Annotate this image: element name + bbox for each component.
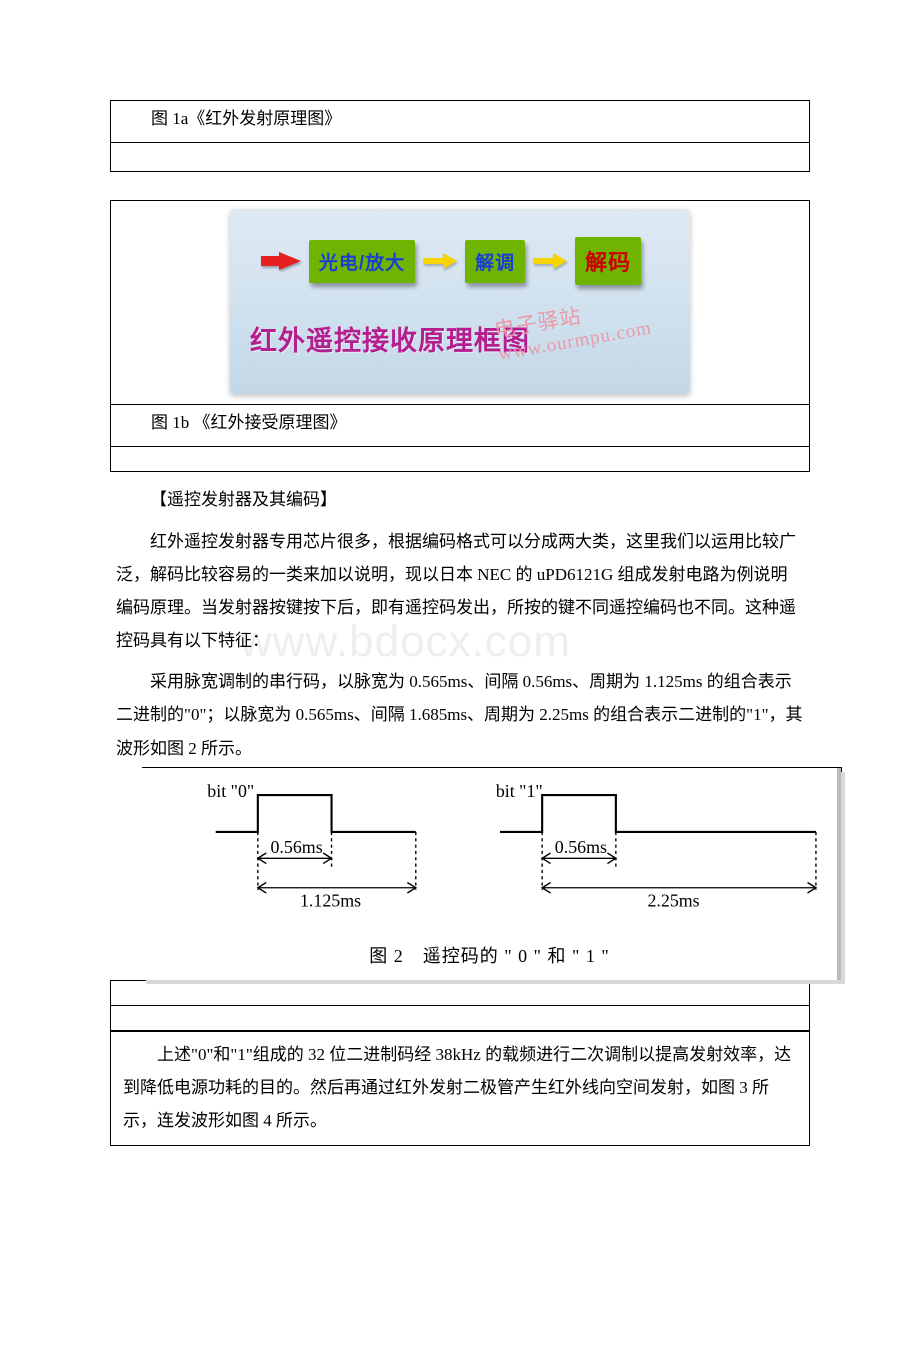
fig2-bit0-period: 1.125ms	[300, 890, 361, 910]
fig1b-caption: 图 1b 《红外接受原理图》	[151, 413, 347, 432]
fig1b-box-1: 光电/放大	[309, 240, 415, 283]
fig2-diagram: bit "0" 0.56ms 1.125ms	[142, 768, 841, 980]
fig1a-caption: 图 1a《红外发射原理图》	[151, 109, 341, 128]
fig1b-cell: 光电/放大 解调 解码 红外遥控接收原理框图 电子驿站 www.ourmpu.c…	[111, 201, 809, 404]
gap-between-tables	[110, 172, 810, 200]
fig2-bit1-label: bit "1"	[496, 781, 543, 801]
paragraph-2: 采用脉宽调制的串行码，以脉宽为 0.565ms、间隔 0.56ms、周期为 1.…	[114, 665, 806, 764]
section-heading: 【遥控发射器及其编码】	[110, 478, 810, 518]
content-frame: 图 1a《红外发射原理图》	[110, 100, 810, 172]
fig1b-box-2: 解调	[465, 240, 525, 283]
fig1a-caption-cell: 图 1a《红外发射原理图》	[111, 100, 809, 142]
fig1b-box-3: 解码	[575, 237, 641, 285]
fig2-bit1-pulse: 0.56ms	[555, 837, 607, 857]
spacer-row-1	[111, 142, 809, 171]
fig1b-diagram: 光电/放大 解调 解码 红外遥控接收原理框图 电子驿站 www.ourmpu.c…	[230, 209, 690, 394]
arrow-yellow-icon	[533, 253, 567, 269]
document-page: 图 1a《红外发射原理图》 光电/放大 解调 解码 红外遥控接收原理框图	[0, 0, 920, 1366]
fig1b-watermark-url: 电子驿站 www.ourmpu.com	[491, 288, 653, 366]
content-frame-5: 上述"0"和"1"组成的 32 位二进制码经 38kHz 的载频进行二次调制以提…	[110, 1031, 810, 1146]
fig2-wrap: bit "0" 0.56ms 1.125ms	[142, 768, 841, 980]
fig2-bit0-pulse: 0.56ms	[270, 837, 322, 857]
fig1b-wrap: 光电/放大 解调 解码 红外遥控接收原理框图 电子驿站 www.ourmpu.c…	[111, 201, 809, 404]
fig2-bit1-period: 2.25ms	[647, 890, 699, 910]
fig1b-title: 红外遥控接收原理框图	[250, 319, 530, 358]
fig2-cell: bit "0" 0.56ms 1.125ms	[142, 768, 841, 980]
fig1b-caption-cell: 图 1b 《红外接受原理图》	[111, 404, 809, 446]
paragraph-1: 红外遥控发射器专用芯片很多，根据编码格式可以分成两大类，这里我们以运用比较广泛，…	[114, 525, 806, 658]
spacer-row-3	[111, 980, 809, 1005]
fig1b-flow-row: 光电/放大 解调 解码	[230, 237, 690, 285]
fig2-svg: bit "0" 0.56ms 1.125ms	[142, 768, 837, 938]
arrow-yellow-icon	[423, 253, 457, 269]
content-frame-3: bit "0" 0.56ms 1.125ms	[142, 767, 842, 980]
spacer-row-4	[111, 1005, 809, 1030]
paragraph-3: 上述"0"和"1"组成的 32 位二进制码经 38kHz 的载频进行二次调制以提…	[121, 1038, 799, 1137]
fig2-caption: 图 2 遥控码的 " 0 " 和 " 1 "	[142, 938, 837, 980]
spacer-row-2	[111, 446, 809, 471]
content-frame-2: 光电/放大 解调 解码 红外遥控接收原理框图 电子驿站 www.ourmpu.c…	[110, 200, 810, 472]
para3-cell: 上述"0"和"1"组成的 32 位二进制码经 38kHz 的载频进行二次调制以提…	[111, 1031, 809, 1145]
content-frame-4	[110, 980, 810, 1031]
body-text-block: www.bdocx.com 【遥控发射器及其编码】 红外遥控发射器专用芯片很多，…	[110, 472, 810, 766]
arrow-red-icon	[279, 252, 301, 270]
fig2-bit0-label: bit "0"	[207, 781, 254, 801]
